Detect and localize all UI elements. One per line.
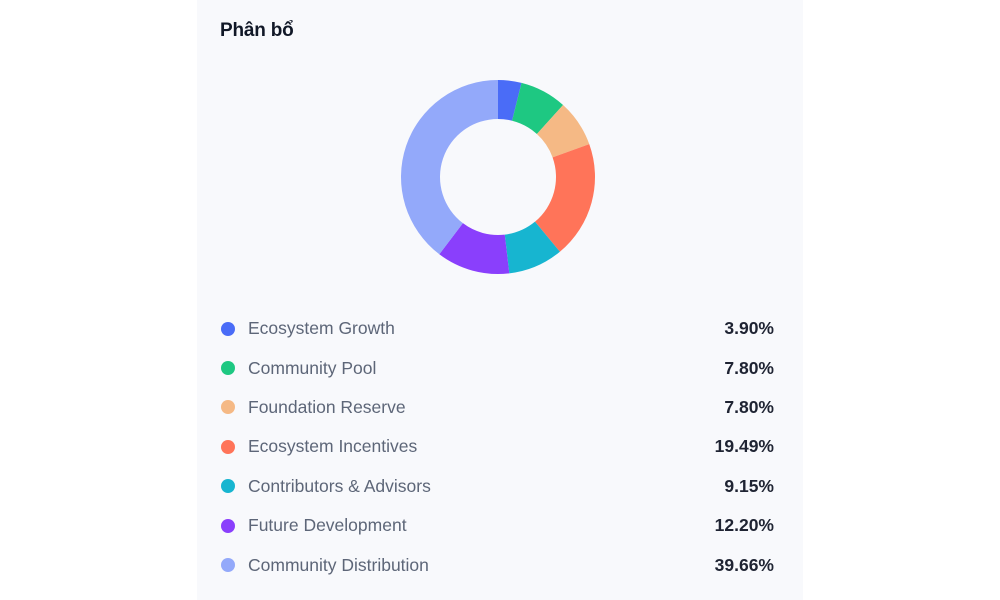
legend-dot-icon bbox=[221, 400, 235, 415]
donut-segment[interactable] bbox=[534, 144, 595, 252]
legend-label: Community Distribution bbox=[248, 554, 429, 575]
legend-value: 39.66% bbox=[714, 554, 774, 575]
legend-dot-icon bbox=[221, 361, 235, 376]
legend-item[interactable]: Community Distribution 39.66% bbox=[220, 545, 774, 584]
legend-dot-icon bbox=[221, 558, 235, 573]
donut-segment[interactable] bbox=[498, 80, 522, 121]
donut-segment[interactable] bbox=[536, 105, 590, 158]
donut-segment[interactable] bbox=[512, 82, 564, 134]
legend-label: Ecosystem Incentives bbox=[248, 436, 418, 457]
legend-label: Contributors & Advisors bbox=[248, 475, 431, 496]
donut-segment[interactable] bbox=[504, 221, 560, 274]
legend-label: Foundation Reserve bbox=[248, 396, 406, 417]
card-title: Phân bổ bbox=[220, 20, 294, 41]
allocation-card: Phân bổ Ecosystem Growth 3.90% Community… bbox=[197, 0, 803, 600]
legend-value: 12.20% bbox=[714, 515, 774, 536]
legend-item[interactable]: Future Development 12.20% bbox=[220, 506, 774, 545]
legend-item[interactable]: Community Pool 7.80% bbox=[220, 348, 774, 387]
legend-dot-icon bbox=[221, 321, 235, 336]
legend-label: Ecosystem Growth bbox=[248, 318, 395, 339]
legend-item[interactable]: Contributors & Advisors 9.15% bbox=[220, 467, 774, 506]
legend-value: 9.15% bbox=[724, 475, 774, 496]
legend-value: 3.90% bbox=[724, 318, 774, 339]
legend-dot-icon bbox=[221, 479, 235, 494]
allocation-donut-chart bbox=[401, 80, 595, 274]
donut-segment[interactable] bbox=[439, 223, 510, 274]
chart-legend: Ecosystem Growth 3.90% Community Pool 7.… bbox=[220, 309, 774, 585]
legend-value: 7.80% bbox=[724, 357, 774, 378]
legend-item[interactable]: Foundation Reserve 7.80% bbox=[220, 388, 774, 427]
legend-item[interactable]: Ecosystem Incentives 19.49% bbox=[220, 427, 774, 466]
legend-value: 7.80% bbox=[724, 396, 774, 417]
legend-value: 19.49% bbox=[714, 436, 774, 457]
legend-dot-icon bbox=[221, 439, 235, 454]
legend-label: Future Development bbox=[248, 515, 407, 536]
legend-dot-icon bbox=[221, 518, 235, 533]
legend-item[interactable]: Ecosystem Growth 3.90% bbox=[220, 309, 774, 348]
legend-label: Community Pool bbox=[248, 357, 377, 378]
donut-segment[interactable] bbox=[401, 80, 498, 255]
